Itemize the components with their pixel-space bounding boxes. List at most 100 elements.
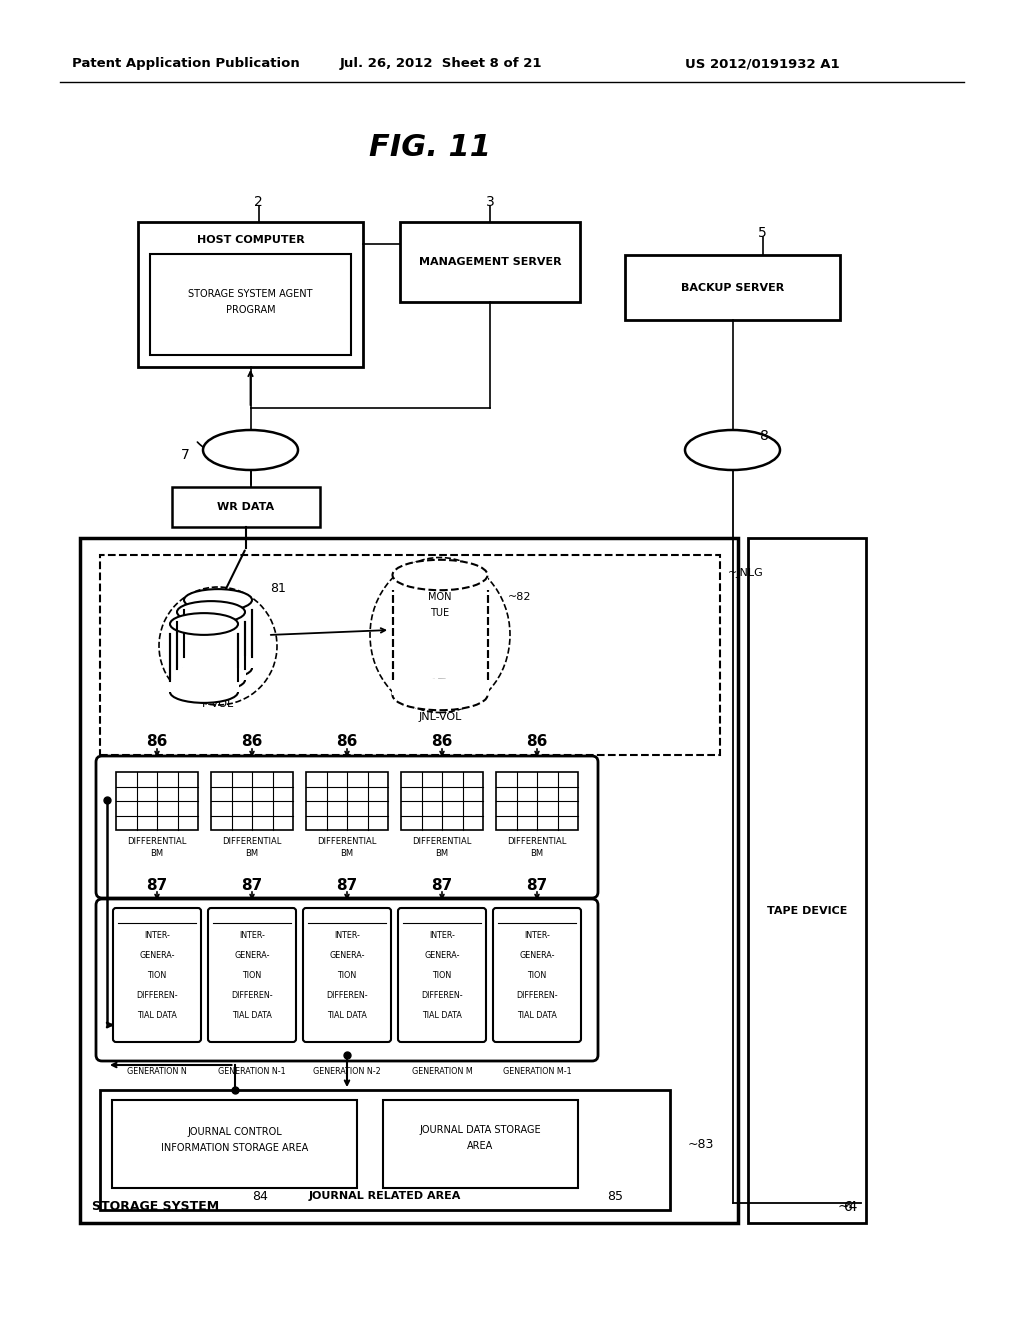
Text: BM: BM — [435, 849, 449, 858]
Text: 87: 87 — [431, 878, 453, 892]
Bar — [176, 668, 246, 680]
Text: HOST COMPUTER: HOST COMPUTER — [197, 235, 304, 246]
Bar — [172, 487, 319, 527]
Text: GENERA-: GENERA- — [424, 950, 460, 960]
Bar — [496, 772, 578, 830]
Text: MON: MON — [428, 591, 452, 602]
Text: 81: 81 — [270, 582, 286, 594]
Text: INTER-: INTER- — [429, 931, 455, 940]
FancyBboxPatch shape — [96, 756, 598, 898]
Ellipse shape — [184, 657, 252, 678]
Text: 86: 86 — [431, 734, 453, 750]
Text: 86: 86 — [242, 734, 263, 750]
Text: DIFFERENTIAL: DIFFERENTIAL — [507, 837, 566, 846]
Text: BM: BM — [530, 849, 544, 858]
Bar — [150, 253, 351, 355]
Text: GENERATION N-1: GENERATION N-1 — [218, 1067, 286, 1076]
Text: DIFFEREN-: DIFFEREN- — [421, 990, 463, 999]
Text: STORAGE SYSTEM: STORAGE SYSTEM — [92, 1200, 219, 1213]
Text: 86: 86 — [526, 734, 548, 750]
Text: TION: TION — [147, 970, 167, 979]
Text: DIFFERENTIAL: DIFFERENTIAL — [413, 837, 472, 846]
Text: 3: 3 — [485, 195, 495, 209]
Text: BM: BM — [151, 849, 164, 858]
Text: PROGRAM: PROGRAM — [225, 305, 275, 315]
Bar — [400, 222, 580, 302]
Text: GENERATION N: GENERATION N — [127, 1067, 186, 1076]
Text: DIFFERENTIAL: DIFFERENTIAL — [317, 837, 377, 846]
Text: GENERA-: GENERA- — [330, 950, 365, 960]
Text: Jul. 26, 2012  Sheet 8 of 21: Jul. 26, 2012 Sheet 8 of 21 — [340, 58, 543, 70]
Bar — [184, 601, 252, 657]
Text: BM: BM — [246, 849, 259, 858]
Text: TAPE DEVICE: TAPE DEVICE — [767, 906, 847, 916]
Text: INTER-: INTER- — [334, 931, 360, 940]
Text: ~82: ~82 — [508, 591, 531, 602]
Text: JOURNAL DATA STORAGE: JOURNAL DATA STORAGE — [420, 1125, 542, 1135]
Bar — [177, 612, 245, 669]
Text: TIAL DATA: TIAL DATA — [327, 1011, 367, 1019]
Bar — [138, 222, 362, 367]
Text: TION: TION — [432, 970, 452, 979]
Text: TION: TION — [243, 970, 261, 979]
Text: Patent Application Publication: Patent Application Publication — [72, 58, 300, 70]
FancyBboxPatch shape — [96, 899, 598, 1061]
FancyBboxPatch shape — [398, 908, 486, 1041]
Ellipse shape — [170, 681, 238, 702]
Text: GENERATION M-1: GENERATION M-1 — [503, 1067, 571, 1076]
Ellipse shape — [184, 589, 252, 611]
Text: DIFFEREN-: DIFFEREN- — [327, 990, 368, 999]
Text: ~4: ~4 — [838, 1200, 858, 1214]
Text: GENERA-: GENERA- — [139, 950, 175, 960]
FancyBboxPatch shape — [303, 908, 391, 1041]
Text: DIFFEREN-: DIFFEREN- — [136, 990, 178, 999]
Text: 86: 86 — [336, 734, 357, 750]
Text: BM: BM — [340, 849, 353, 858]
Text: GENERA-: GENERA- — [519, 950, 555, 960]
Bar — [112, 1100, 357, 1188]
Bar — [100, 554, 720, 755]
Text: DIFFEREN-: DIFFEREN- — [231, 990, 272, 999]
Bar — [170, 624, 238, 681]
Text: TIAL DATA: TIAL DATA — [517, 1011, 557, 1019]
Bar — [183, 656, 253, 668]
Bar — [80, 539, 738, 1224]
Text: GENERA-: GENERA- — [234, 950, 269, 960]
Text: GENERATION N-2: GENERATION N-2 — [313, 1067, 381, 1076]
FancyBboxPatch shape — [493, 908, 581, 1041]
FancyBboxPatch shape — [208, 908, 296, 1041]
Bar — [100, 1090, 670, 1210]
Bar — [383, 1100, 578, 1188]
Ellipse shape — [203, 430, 298, 470]
Text: 84: 84 — [252, 1189, 268, 1203]
Text: JNL-VOL: JNL-VOL — [419, 711, 462, 722]
Text: MANAGEMENT SERVER: MANAGEMENT SERVER — [419, 257, 561, 267]
Text: 2: 2 — [254, 195, 263, 209]
Text: BACKUP SERVER: BACKUP SERVER — [681, 282, 784, 293]
Ellipse shape — [392, 680, 487, 710]
Text: TION: TION — [337, 970, 356, 979]
Text: STORAGE SYSTEM AGENT: STORAGE SYSTEM AGENT — [188, 289, 312, 300]
Text: INTER-: INTER- — [524, 931, 550, 940]
Text: 5: 5 — [758, 226, 767, 240]
Text: INFORMATION STORAGE AREA: INFORMATION STORAGE AREA — [161, 1143, 308, 1152]
FancyBboxPatch shape — [113, 908, 201, 1041]
Bar — [391, 678, 488, 696]
Text: 85: 85 — [607, 1189, 623, 1203]
Text: TIAL DATA: TIAL DATA — [137, 1011, 177, 1019]
Text: JOURNAL CONTROL: JOURNAL CONTROL — [187, 1127, 282, 1137]
Bar — [306, 772, 388, 830]
Ellipse shape — [685, 430, 780, 470]
Text: 87: 87 — [242, 878, 262, 892]
Bar — [748, 539, 866, 1224]
Ellipse shape — [170, 612, 238, 635]
Bar — [211, 772, 293, 830]
Text: DIFFERENTIAL: DIFFERENTIAL — [127, 837, 186, 846]
Bar — [116, 772, 198, 830]
Text: 6: 6 — [844, 1200, 852, 1214]
Text: INTER-: INTER- — [239, 931, 265, 940]
Text: INTER-: INTER- — [144, 931, 170, 940]
Text: DIFFERENTIAL: DIFFERENTIAL — [222, 837, 282, 846]
Text: 86: 86 — [146, 734, 168, 750]
Bar — [392, 576, 487, 680]
